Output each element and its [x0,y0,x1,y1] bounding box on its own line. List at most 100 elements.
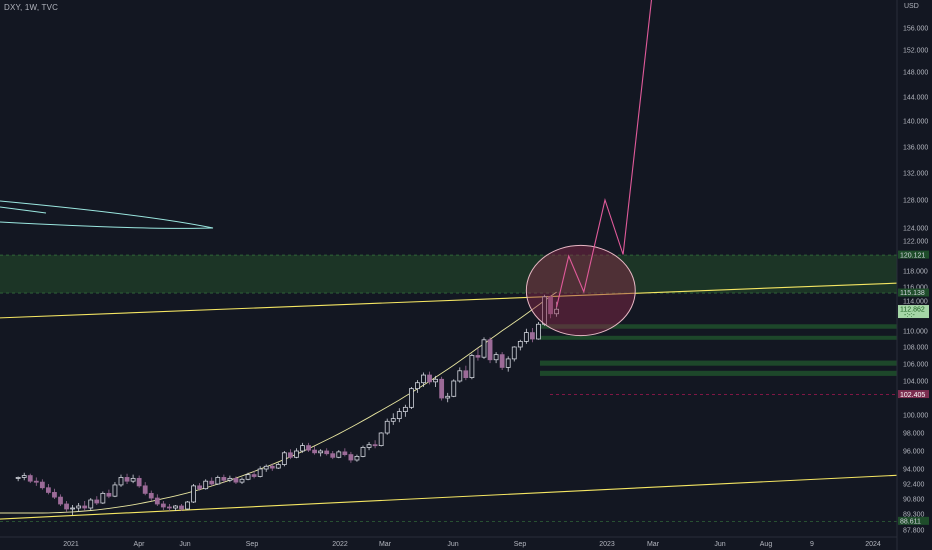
y-tick-label: 144.000 [903,95,928,102]
candle-body [469,355,475,379]
candle-body [499,354,505,368]
candle-body [269,465,275,469]
upper-trendline [0,281,932,319]
candle-body [530,332,535,340]
candle-body [88,499,94,509]
candle-body [197,485,203,490]
x-tick-label: 2023 [599,541,615,548]
candle-body [239,478,245,483]
candle-body [342,451,348,455]
candle-body [330,453,336,458]
candle-body [221,477,227,481]
candle-body [251,474,257,477]
candle-body [15,477,21,479]
zone-resistance-0 [0,255,897,294]
candle-body [390,418,396,422]
candle-body [263,465,269,470]
x-tick-label: Jun [714,541,725,548]
candle-body [324,450,330,455]
candle-body [46,487,51,493]
price-tag-bg [898,390,929,399]
price-tag-bg [898,305,929,319]
candle-body [463,370,469,378]
y-tick-label: 118.000 [903,269,928,276]
candle-body [294,450,299,458]
candle-body [378,432,384,447]
candle-body [517,340,523,348]
candle-body [124,477,130,482]
candle-body [396,411,402,420]
zone-support-2 [540,335,897,340]
x-tick-label: Aug [760,541,773,548]
y-tick-label: 104.000 [903,379,928,386]
y-tick-label: 114.000 [903,299,928,306]
candle-body [203,480,209,490]
candle-body [166,506,172,509]
zone-support-4 [540,370,897,376]
candle-body [94,499,100,504]
y-tick-label: 156.000 [903,26,928,33]
candle-body [536,323,541,340]
candle-body [421,374,426,384]
candle-body [433,378,439,383]
candle-body [300,445,305,452]
candle-body [445,395,451,399]
candle-body [27,475,33,482]
x-tick-label: Jun [447,541,458,548]
candle-body [372,444,378,447]
candle-body [106,492,112,497]
candle-body [475,355,481,358]
candle-body [306,445,311,451]
candle-body [21,475,27,478]
candle-body [233,477,239,483]
teal-short-line [0,206,47,214]
x-tick-label: Mar [647,541,660,548]
y-tick-label: 140.000 [903,119,928,126]
y-tick-label: 100.000 [903,413,928,420]
candle-body [209,480,215,485]
price-tag-bg [898,250,929,259]
y-tick-label: 98.000 [903,431,925,438]
candle-body [415,382,420,390]
candle-body [76,505,82,509]
candle-body [173,505,178,509]
candle-body [100,492,106,504]
candle-body [451,380,457,397]
candle-body [402,406,408,413]
x-tick-label: 2021 [63,541,79,548]
y-tick-label: 122.000 [903,239,928,246]
chart-symbol-header: DXY, 1W, TVC [4,3,59,12]
price-axis-bg [897,0,932,550]
x-tick-label: Sep [514,541,527,548]
candle-body [136,477,142,487]
x-tick-label: Mar [379,541,392,548]
candle-body [493,354,499,361]
y-tick-label: 124.000 [903,226,928,233]
y-tick-label: 92.400 [903,482,925,489]
candle-body [257,468,263,477]
candle-body [82,505,88,509]
zone-support-3 [540,360,897,366]
candle-body [275,464,281,469]
y-tick-label: 90.800 [903,497,925,504]
candle-body [64,503,69,510]
parabolic-support-curve [0,291,557,514]
forecast-path [556,0,653,308]
candle-body [160,503,166,508]
candle-body [312,449,318,454]
price-tag-label: 88.611 [900,519,921,526]
candle-body [354,455,360,461]
candle-body [481,339,487,358]
candle-body [179,505,184,510]
y-tick-label: 148.000 [903,70,928,77]
candle-body [523,332,529,342]
candle-body [384,420,390,434]
candle-body [191,485,197,503]
y-tick-label: 96.000 [903,449,925,456]
candle-body [215,477,221,485]
zone-support-1 [540,324,897,329]
candle-body [427,374,432,383]
x-tick-label: 2022 [332,541,348,548]
candle-body [554,308,559,315]
